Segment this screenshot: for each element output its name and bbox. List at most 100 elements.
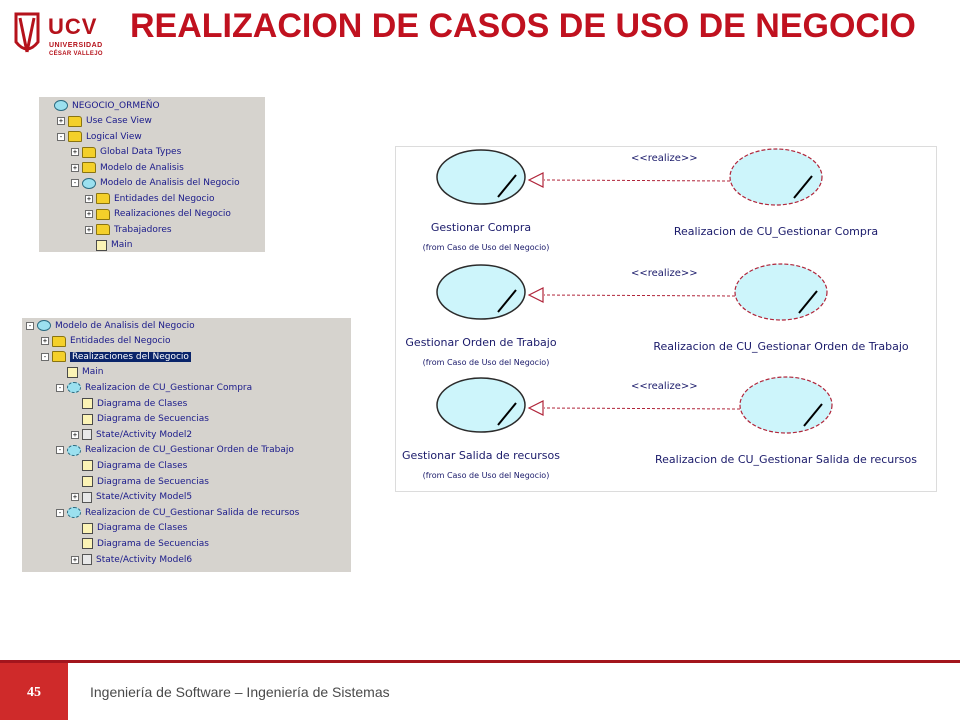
tree-item-label: Diagrama de Clases xyxy=(97,523,188,534)
tree-item-label: Global Data Types xyxy=(100,147,182,157)
tree-item[interactable]: - Modelo de Analisis del Negocio xyxy=(26,318,195,333)
footer-text: Ingeniería de Software – Ingeniería de S… xyxy=(90,684,390,700)
tree-item-label: Main xyxy=(111,240,133,250)
usecase-origin: (from Caso de Uso del Negocio) xyxy=(423,358,550,367)
tree-item-label: Realizacion de CU_Gestionar Salida de re… xyxy=(85,507,300,518)
expand-icon[interactable]: + xyxy=(71,555,79,564)
tree-item[interactable]: + State/Activity Model5 xyxy=(71,490,192,505)
tree-item[interactable]: - Realizacion de CU_Gestionar Salida de r… xyxy=(56,505,299,520)
realize-stereotype: <<realize>> xyxy=(631,381,698,392)
usecase-origin: (from Caso de Uso del Negocio) xyxy=(423,471,550,480)
folder-icon xyxy=(52,335,66,347)
expand-icon[interactable]: + xyxy=(71,430,79,439)
realize-arrowhead xyxy=(527,400,544,416)
usecase-slash-mark xyxy=(497,289,517,313)
tree-item[interactable]: Diagrama de Clases xyxy=(71,458,187,473)
tree-item[interactable]: Diagrama de Clases xyxy=(71,521,187,536)
tree-item-label: Modelo de Analisis del Negocio xyxy=(55,320,195,331)
tree-item-label: Realizaciones del Negocio xyxy=(70,351,191,362)
tree-item[interactable]: + Global Data Types xyxy=(71,145,181,160)
tree-item[interactable]: Diagrama de Secuencias xyxy=(71,536,209,551)
collapse-icon[interactable]: - xyxy=(71,179,79,187)
tree-item[interactable]: NEGOCIO_ORMEÑO xyxy=(43,98,160,113)
tree-item-label: State/Activity Model6 xyxy=(96,554,193,565)
collapse-icon[interactable]: - xyxy=(26,321,34,330)
realization-icon xyxy=(67,444,81,456)
folder-icon xyxy=(96,193,110,204)
realization-name: Realizacion de CU_Gestionar Compra xyxy=(674,225,878,238)
tree-item-label: Trabajadores xyxy=(114,224,172,235)
tree-item-label: Modelo de Analisis del Negocio xyxy=(100,178,240,188)
ucv-shield-icon xyxy=(14,12,40,53)
realization-name: Realizacion de CU_Gestionar Orden de Tra… xyxy=(653,340,909,353)
expand-icon[interactable]: + xyxy=(85,210,93,218)
diagram-icon xyxy=(82,413,93,425)
collapse-icon[interactable]: - xyxy=(56,383,64,392)
tree-item-label: Modelo de Analisis xyxy=(100,162,184,173)
expand-icon[interactable]: + xyxy=(71,163,79,172)
tree-item[interactable]: Main xyxy=(56,365,104,380)
realize-line xyxy=(543,294,736,297)
ucv-logo: UCV UNIVERSIDAD CÉSAR VALLEJO xyxy=(14,8,124,68)
tree-item[interactable]: Diagrama de Secuencias xyxy=(71,412,209,427)
tree-item[interactable]: Main xyxy=(85,238,133,253)
tree-item[interactable]: + Entidades del Negocio xyxy=(85,191,215,206)
usecase-origin: (from Caso de Uso del Negocio) xyxy=(423,243,550,252)
collapse-icon[interactable]: - xyxy=(57,132,65,141)
tree-item[interactable]: + Use Case View xyxy=(57,114,152,129)
state-model-icon xyxy=(82,429,92,441)
package-icon xyxy=(37,320,51,331)
folder-icon xyxy=(52,351,66,363)
collapse-icon[interactable]: - xyxy=(41,352,49,361)
state-model-icon xyxy=(82,491,92,503)
realize-line xyxy=(543,179,731,182)
diagram-canvas: <<realize>> Gestionar Compra (from Caso de… xyxy=(402,148,917,480)
tree-item[interactable]: - Realizacion de CU_Gestionar Orden de Tr… xyxy=(56,443,294,458)
realization-slash-mark xyxy=(798,290,818,314)
realization-shape xyxy=(739,376,833,434)
realization-slash-mark xyxy=(803,403,823,427)
tree-item-label: Main xyxy=(82,367,104,378)
business-usecase-shape xyxy=(436,149,526,205)
realize-arrowhead xyxy=(527,287,544,303)
expand-icon[interactable]: + xyxy=(41,337,49,346)
expand-icon[interactable]: + xyxy=(85,225,93,234)
diagram-icon xyxy=(82,460,93,472)
collapse-icon[interactable]: - xyxy=(56,508,64,517)
folder-icon xyxy=(96,208,110,220)
tree-item-label: Entidades del Negocio xyxy=(70,336,171,347)
package-icon xyxy=(82,177,96,189)
tree-item-label: Use Case View xyxy=(86,116,152,126)
state-model-icon xyxy=(82,554,92,565)
tree-item[interactable]: + Realizaciones del Negocio xyxy=(85,207,231,222)
tree-item[interactable]: Diagrama de Clases xyxy=(71,396,187,411)
tree-item[interactable]: - Modelo de Analisis del Negocio xyxy=(71,176,240,191)
tree-item[interactable]: + State/Activity Model2 xyxy=(71,427,192,442)
tree-item-label: Diagrama de Secuencias xyxy=(97,414,209,425)
usecase-name: Gestionar Orden de Trabajo xyxy=(405,336,556,349)
collapse-icon[interactable]: - xyxy=(56,446,64,455)
logo-subtitle-1: UNIVERSIDAD xyxy=(49,42,103,49)
page-number: 45 xyxy=(27,685,41,700)
expand-icon[interactable]: + xyxy=(71,148,79,156)
tree-item[interactable]: + Modelo de Analisis xyxy=(71,160,184,175)
diagram-icon xyxy=(67,366,78,378)
tree-item[interactable]: - Realizaciones del Negocio xyxy=(41,349,191,364)
expand-icon[interactable]: + xyxy=(85,194,93,203)
tree-item[interactable]: + Entidades del Negocio xyxy=(41,334,171,349)
realization-icon xyxy=(67,507,81,519)
tree-item[interactable]: + State/Activity Model6 xyxy=(71,552,192,567)
expand-icon[interactable]: + xyxy=(71,493,79,502)
tree-item[interactable]: + Trabajadores xyxy=(85,222,172,237)
realization-name: Realizacion de CU_Gestionar Salida de re… xyxy=(655,453,917,466)
folder-icon xyxy=(68,115,82,127)
tree-item[interactable]: Diagrama de Secuencias xyxy=(71,474,209,489)
tree-item-label: Realizacion de CU_Gestionar Orden de Tra… xyxy=(85,445,294,456)
usecase-name: Gestionar Salida de recursos xyxy=(402,449,560,462)
tree-item[interactable]: - Realizacion de CU_Gestionar Compra xyxy=(56,380,252,395)
tree-item-label: State/Activity Model5 xyxy=(96,492,193,503)
diagram-icon xyxy=(82,398,93,409)
folder-icon xyxy=(96,224,110,235)
expand-icon[interactable]: + xyxy=(57,117,65,125)
tree-item[interactable]: - Logical View xyxy=(57,129,142,144)
